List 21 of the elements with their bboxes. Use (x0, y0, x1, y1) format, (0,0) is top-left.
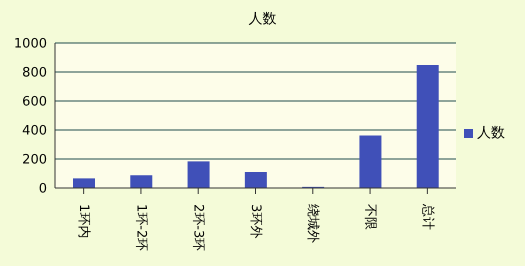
bar (244, 172, 267, 188)
bar (130, 175, 152, 188)
bar (188, 161, 210, 188)
y-tick-label: 0 (38, 182, 47, 197)
y-tick-label: 1000 (14, 36, 47, 52)
bar (359, 136, 382, 188)
x-tick-label: 绕城外 (305, 204, 320, 243)
x-tick-label: 1环内 (76, 204, 92, 238)
bar (73, 178, 95, 188)
chart-title: 人数 (248, 10, 278, 28)
x-tick-label: 总计 (420, 203, 435, 230)
y-tick-label: 800 (22, 66, 47, 81)
bar (416, 65, 439, 188)
x-tick-label: 2环-3环 (190, 204, 206, 252)
legend-label: 人数 (477, 125, 505, 141)
y-tick-label: 200 (22, 152, 47, 168)
y-tick-label: 600 (22, 94, 47, 110)
x-tick-label: 1环-2环 (133, 204, 148, 252)
x-tick-label: 3环外 (248, 204, 263, 238)
x-tick-label: 不限 (362, 204, 378, 230)
y-tick-label: 400 (22, 124, 47, 139)
